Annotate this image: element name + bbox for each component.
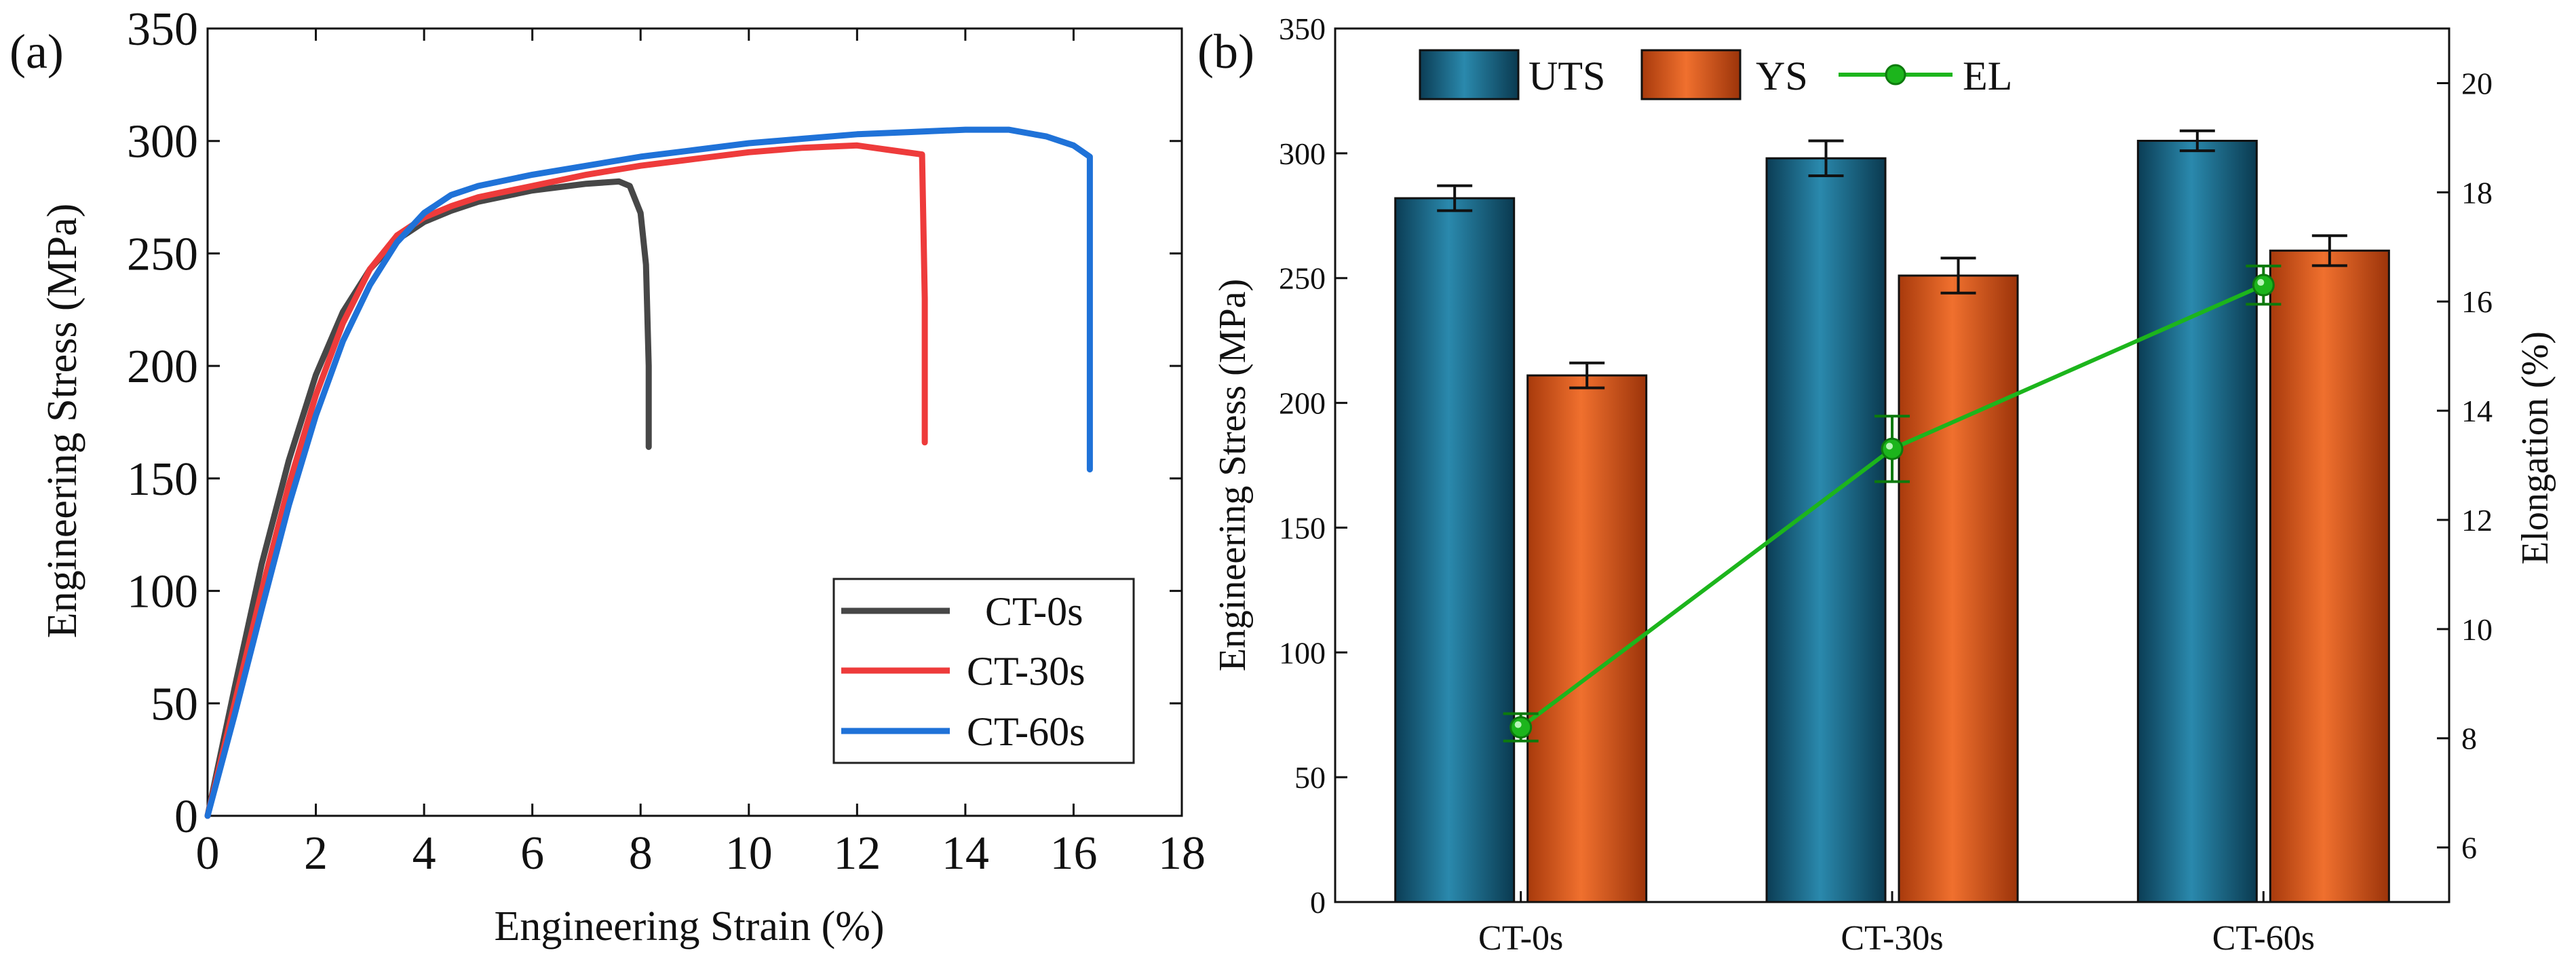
y-tick-label: 150 (127, 453, 198, 506)
x-tick-label: 4 (412, 827, 436, 880)
y2-tick-label: 14 (2461, 394, 2493, 428)
x-category-label: CT-0s (1478, 919, 1563, 958)
x-tick-label: 2 (304, 827, 328, 880)
y-tick-label: 150 (1279, 510, 1326, 545)
el-point-highlight (1514, 721, 1522, 728)
y-tick-label: 0 (174, 791, 198, 843)
x-category-label: CT-60s (2212, 919, 2315, 958)
legend-label-ct-0s: CT-0s (985, 589, 1083, 634)
legend-swatch-ys (1640, 49, 1742, 100)
y2-tick-label: 12 (2461, 503, 2493, 538)
legend-label-ys: YS (1756, 54, 1808, 98)
y2-tick-label: 6 (2461, 831, 2477, 865)
panel-b-y-axis-label: Engineering Stress (MPa) (1212, 279, 1254, 672)
y2-tick-label: 18 (2461, 175, 2493, 210)
el-point (2252, 274, 2275, 297)
legend-label-ct-30s: CT-30s (967, 649, 1085, 694)
panel-b-strength-elongation: (b) 0 50 100 150 200 250 300 350 6 8 10 12 14 16 18 20 C… (1197, 12, 2556, 958)
x-tick-label: 18 (1158, 827, 1206, 880)
y-tick-label: 300 (1279, 136, 1326, 171)
legend-label-el: EL (1963, 54, 2012, 98)
el-point-highlight (2257, 279, 2265, 286)
x-tick-label: 12 (833, 827, 881, 880)
panel-b-label: (b) (1197, 24, 1254, 79)
y-tick-label: 200 (127, 341, 198, 393)
y2-tick-label: 16 (2461, 284, 2493, 319)
panel-b-y2-axis-label: Elongation (%) (2514, 331, 2556, 565)
x-tick-label: 16 (1050, 827, 1097, 880)
panel-a-tensile-curves: (a) 0 2 4 6 8 10 12 14 16 18 0 50 100 150 200 250 300 350… (9, 3, 1206, 950)
bar-ys (2269, 249, 2390, 903)
el-point-highlight (1886, 443, 1893, 450)
y-tick-label: 250 (1279, 261, 1326, 296)
panel-a-legend: CT-0s CT-30s CT-60s (832, 578, 1135, 764)
el-point (1881, 437, 1904, 460)
y2-tick-label: 20 (2461, 66, 2493, 100)
curve-ct-60s (204, 126, 1093, 819)
x-tick-label: 10 (725, 827, 773, 880)
x-tick-label: 14 (942, 827, 989, 880)
el-point (1510, 716, 1533, 739)
x-tick-label: 6 (520, 827, 544, 880)
panel-a-label: (a) (9, 24, 64, 79)
bar-uts (1394, 197, 1516, 903)
y-tick-label: 350 (127, 3, 198, 56)
y-tick-label: 50 (1294, 760, 1326, 795)
x-tick-label: 0 (196, 827, 220, 880)
legend-label-ct-60s: CT-60s (967, 709, 1085, 754)
bar-ys (1898, 274, 2019, 903)
bar-ys (1526, 374, 1648, 903)
bar-uts (2136, 139, 2258, 903)
y-tick-label: 350 (1279, 12, 1326, 46)
y-tick-label: 0 (1310, 885, 1326, 920)
y-tick-label: 50 (151, 678, 198, 730)
y2-tick-label: 8 (2461, 721, 2477, 756)
y-tick-label: 100 (127, 566, 198, 618)
legend-swatch-el-marker (1885, 64, 1906, 86)
y2-tick-label: 10 (2461, 612, 2493, 647)
y-tick-label: 100 (1279, 635, 1326, 670)
panel-a-x-axis-label: Engineering Strain (%) (494, 903, 884, 950)
x-tick-label: 8 (629, 827, 653, 880)
legend-label-uts: UTS (1529, 54, 1605, 98)
panel-a-y-axis-label: Engineering Stress (MPa) (39, 204, 85, 639)
legend-swatch-uts (1419, 49, 1520, 100)
y-tick-label: 250 (127, 228, 198, 280)
y-tick-label: 200 (1279, 386, 1326, 421)
curve-ct-30s (204, 142, 928, 819)
panel-a-plot-frame (206, 27, 1183, 817)
y-tick-label: 300 (127, 116, 198, 168)
curve-ct-0s (204, 178, 652, 819)
panel-b-legend: UTS YS EL (1419, 49, 2012, 100)
x-category-label: CT-30s (1841, 919, 1943, 958)
